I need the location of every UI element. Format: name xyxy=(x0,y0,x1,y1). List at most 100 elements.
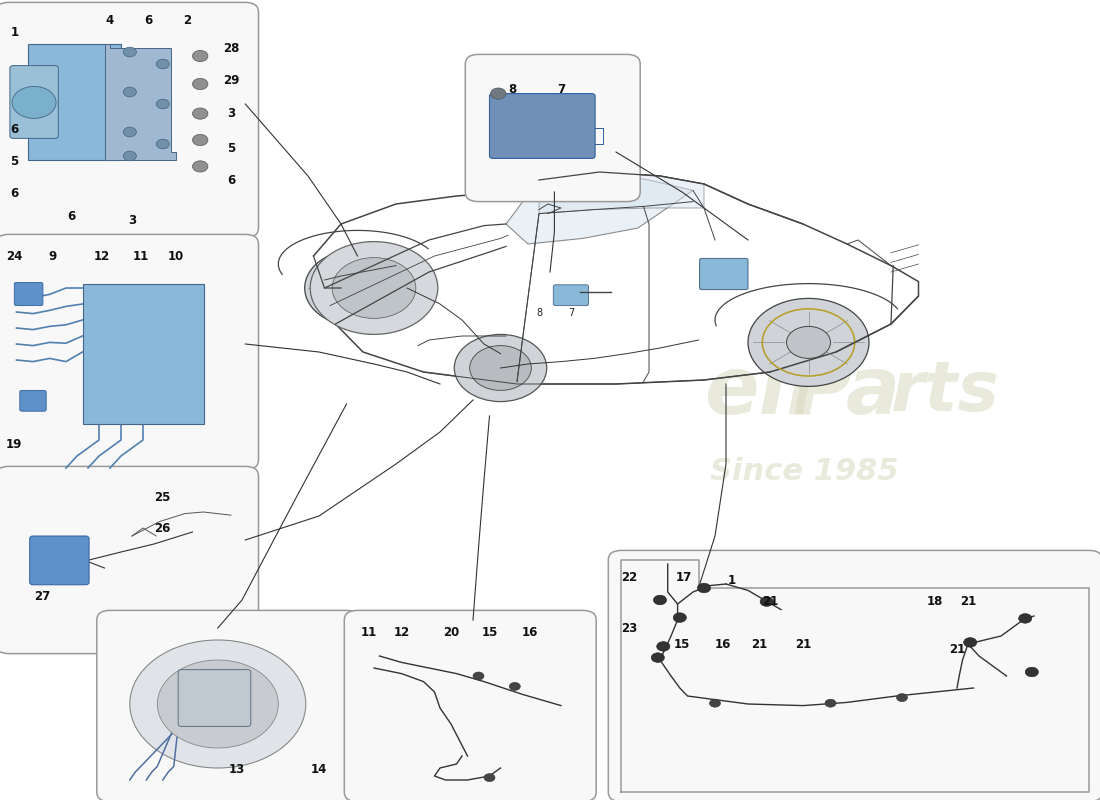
Circle shape xyxy=(786,326,830,358)
Circle shape xyxy=(760,597,773,606)
Circle shape xyxy=(651,653,664,662)
Text: 21: 21 xyxy=(960,595,976,608)
Text: 29: 29 xyxy=(223,74,239,86)
Circle shape xyxy=(192,78,208,90)
Text: rts: rts xyxy=(891,358,1000,426)
FancyBboxPatch shape xyxy=(0,234,258,470)
Text: 6: 6 xyxy=(10,123,19,136)
Circle shape xyxy=(491,88,506,99)
FancyBboxPatch shape xyxy=(0,466,258,654)
FancyBboxPatch shape xyxy=(178,670,251,726)
Text: 11: 11 xyxy=(361,626,376,638)
FancyBboxPatch shape xyxy=(30,536,89,585)
Text: 25: 25 xyxy=(155,491,170,504)
FancyBboxPatch shape xyxy=(20,390,46,411)
Text: 3: 3 xyxy=(128,214,136,226)
Text: 7: 7 xyxy=(568,308,574,318)
Circle shape xyxy=(710,699,720,707)
Text: 27: 27 xyxy=(34,590,50,602)
Circle shape xyxy=(657,642,670,651)
Text: 21: 21 xyxy=(762,595,778,608)
Text: eli: eli xyxy=(704,353,814,431)
Circle shape xyxy=(156,99,169,109)
Circle shape xyxy=(338,274,377,302)
FancyBboxPatch shape xyxy=(465,54,640,202)
FancyBboxPatch shape xyxy=(490,94,595,158)
Text: 6: 6 xyxy=(10,187,19,200)
Text: 19: 19 xyxy=(7,438,22,450)
Text: 16: 16 xyxy=(522,626,538,638)
Text: 10: 10 xyxy=(168,250,184,262)
Circle shape xyxy=(697,583,711,593)
Circle shape xyxy=(653,595,667,605)
FancyBboxPatch shape xyxy=(553,285,588,306)
Polygon shape xyxy=(539,172,704,214)
Circle shape xyxy=(192,134,208,146)
Circle shape xyxy=(825,699,836,707)
Text: 9: 9 xyxy=(48,250,57,262)
Text: 5: 5 xyxy=(227,142,235,154)
Circle shape xyxy=(192,161,208,172)
Circle shape xyxy=(470,346,531,390)
Text: 18: 18 xyxy=(927,595,943,608)
FancyBboxPatch shape xyxy=(28,44,121,160)
Text: 21: 21 xyxy=(751,638,767,650)
Text: 8: 8 xyxy=(536,308,542,318)
Text: 8: 8 xyxy=(508,83,517,96)
Text: 4: 4 xyxy=(106,14,114,26)
Circle shape xyxy=(454,334,547,402)
Text: Since 1985: Since 1985 xyxy=(710,458,898,486)
Text: 5: 5 xyxy=(10,155,19,168)
FancyBboxPatch shape xyxy=(608,550,1100,800)
Polygon shape xyxy=(621,560,1089,792)
FancyBboxPatch shape xyxy=(82,284,204,424)
Polygon shape xyxy=(506,172,693,244)
Circle shape xyxy=(156,59,169,69)
Text: 13: 13 xyxy=(229,763,244,776)
Polygon shape xyxy=(104,44,176,160)
Circle shape xyxy=(332,258,416,318)
Text: 7: 7 xyxy=(557,83,565,96)
Text: 15: 15 xyxy=(674,638,690,650)
Circle shape xyxy=(123,151,136,161)
Circle shape xyxy=(310,242,438,334)
FancyBboxPatch shape xyxy=(14,282,43,306)
Text: 6: 6 xyxy=(227,174,235,186)
Text: 21: 21 xyxy=(795,638,811,650)
Circle shape xyxy=(12,86,56,118)
Circle shape xyxy=(1019,614,1032,623)
Text: 1: 1 xyxy=(10,26,19,38)
Circle shape xyxy=(673,613,686,622)
Text: 6: 6 xyxy=(144,14,153,26)
Text: Pa: Pa xyxy=(792,353,900,431)
Circle shape xyxy=(123,47,136,57)
Text: 3: 3 xyxy=(227,107,235,120)
Circle shape xyxy=(1025,667,1038,677)
Text: 15: 15 xyxy=(482,626,497,638)
Circle shape xyxy=(123,87,136,97)
Text: 1: 1 xyxy=(727,574,736,586)
FancyBboxPatch shape xyxy=(97,610,360,800)
Circle shape xyxy=(192,50,208,62)
Text: 22: 22 xyxy=(621,571,637,584)
Text: 14: 14 xyxy=(311,763,327,776)
Text: 2: 2 xyxy=(183,14,191,26)
Text: 20: 20 xyxy=(443,626,459,638)
Text: 17: 17 xyxy=(676,571,692,584)
Circle shape xyxy=(157,660,278,748)
Text: 26: 26 xyxy=(155,522,170,534)
FancyBboxPatch shape xyxy=(700,258,748,290)
Text: 12: 12 xyxy=(394,626,409,638)
Text: 12: 12 xyxy=(95,250,110,262)
Text: 11: 11 xyxy=(133,250,148,262)
FancyBboxPatch shape xyxy=(344,610,596,800)
Circle shape xyxy=(748,298,869,386)
Circle shape xyxy=(896,694,907,702)
Text: 24: 24 xyxy=(7,250,22,262)
Circle shape xyxy=(484,774,495,782)
Text: 28: 28 xyxy=(223,42,239,54)
Circle shape xyxy=(192,108,208,119)
Text: 16: 16 xyxy=(715,638,730,650)
Circle shape xyxy=(509,682,520,690)
Text: 21: 21 xyxy=(949,643,965,656)
